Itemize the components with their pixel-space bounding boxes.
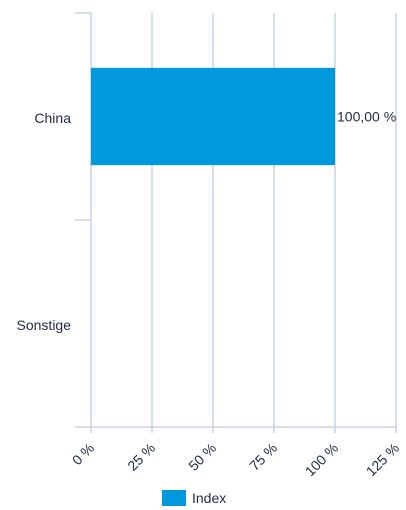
x-tick-label: 25 % (124, 440, 158, 474)
legend-label: Index (192, 490, 226, 506)
x-tick-label: 125 % (363, 440, 402, 479)
legend-swatch (162, 490, 186, 506)
category-labels: China Sonstige (17, 110, 72, 333)
x-tick-label: 0 % (69, 440, 97, 468)
bars: 100,00 % (91, 67, 396, 166)
x-tick-label: 75 % (246, 440, 280, 474)
category-label-china: China (34, 110, 71, 126)
category-label-sonstige: Sonstige (17, 317, 72, 333)
legend: Index (162, 490, 226, 506)
bar-china (91, 67, 335, 166)
data-label: 100,00 % (337, 109, 396, 125)
x-tick-label: 50 % (185, 440, 219, 474)
x-tick-labels: 0 % 25 % 50 % 75 % 100 % 125 % (69, 440, 402, 479)
x-tick-label: 100 % (302, 440, 341, 479)
